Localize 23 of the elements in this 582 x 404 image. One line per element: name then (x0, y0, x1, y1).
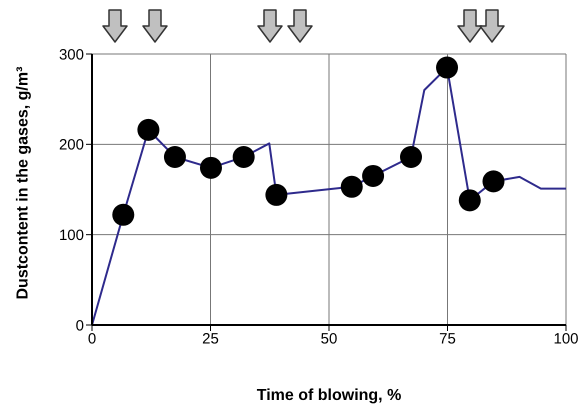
point (436, 56, 458, 79)
point (482, 170, 504, 192)
y-tick-label: 200 (58, 136, 84, 154)
point (265, 184, 288, 206)
point (340, 176, 363, 198)
y-tick-label: 0 (76, 317, 84, 334)
y-axis-title: Dustcontent in the gases, g/m³ (14, 66, 32, 300)
x-tick-label: 75 (439, 330, 456, 348)
x-tick-label: 0 (88, 330, 96, 348)
y-tick-label: 100 (58, 226, 84, 244)
x-tick-label: 100 (553, 330, 579, 348)
x-axis-title: Time of blowing, % (256, 387, 402, 404)
x-tick-label: 25 (202, 330, 219, 348)
y-tick-label: 300 (58, 46, 84, 64)
point (112, 204, 134, 226)
point (458, 189, 481, 212)
point (164, 146, 186, 168)
x-tick-label: 50 (320, 330, 338, 348)
point (232, 146, 255, 168)
point (137, 118, 160, 141)
point (200, 156, 222, 179)
point (400, 146, 422, 168)
point (362, 164, 384, 187)
